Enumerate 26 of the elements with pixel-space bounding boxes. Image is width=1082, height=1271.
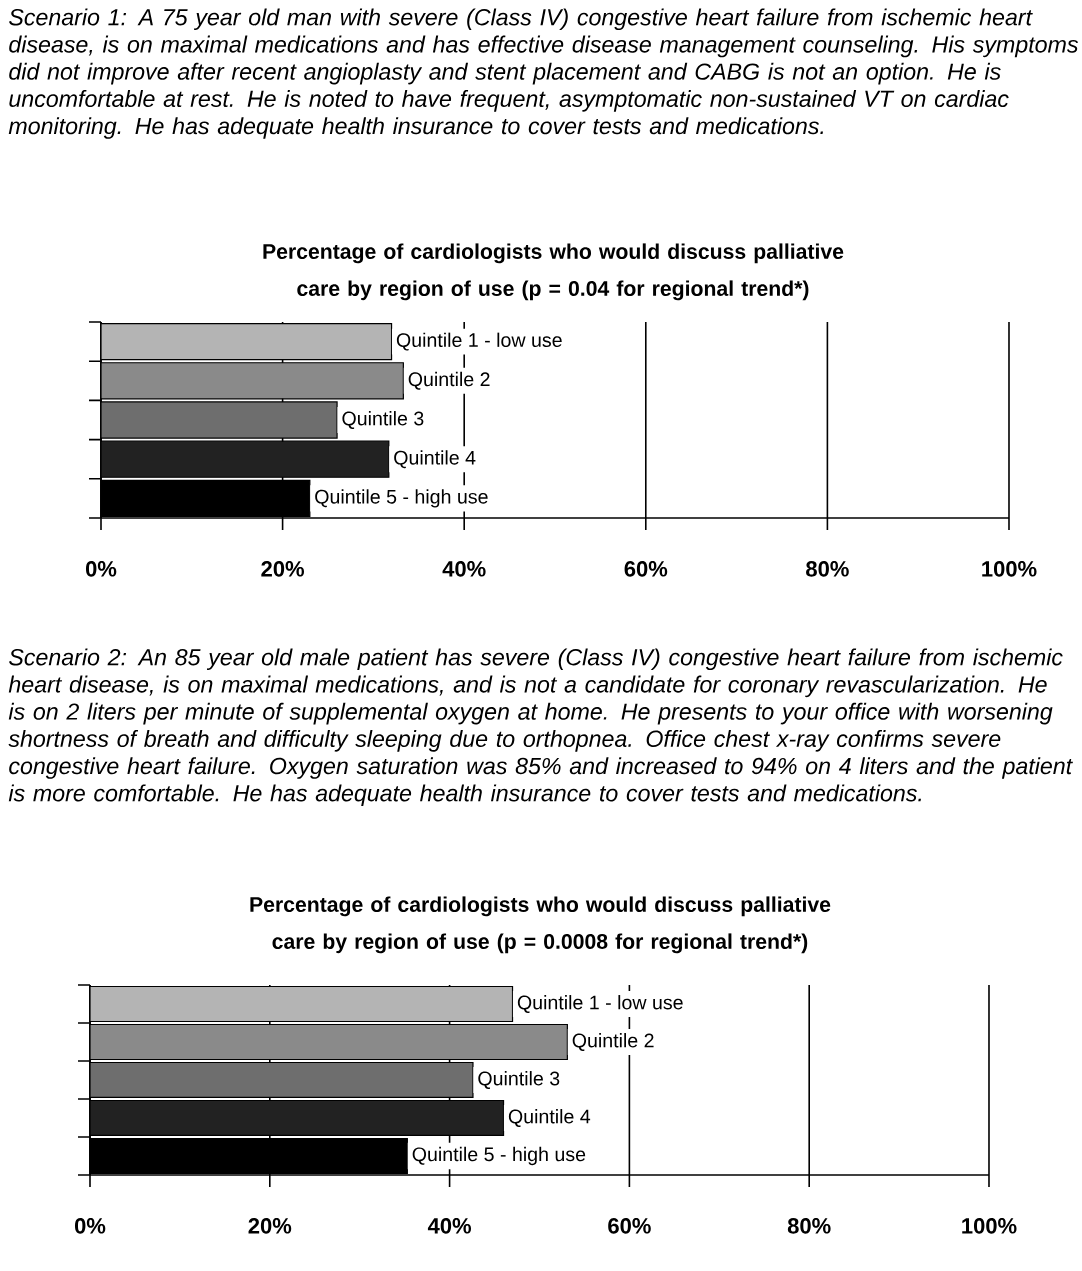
x-tick-label: 100%: [962, 1218, 1017, 1234]
x-tick-label: 80%: [806, 561, 849, 577]
x-tick-label: 40%: [427, 1218, 472, 1234]
x-tick-label: 60%: [624, 561, 668, 577]
y-tick-label: Quintile 4: [508, 1109, 591, 1127]
y-tick-label: Quintile 2: [572, 1033, 654, 1051]
chart-title: Percentage of cardiologists who would discuss palliative care by region of use (p = 0.04 for regional trend*): [263, 243, 844, 301]
y-tick-label: Quintile 2: [408, 371, 490, 390]
x-tick-label: 0%: [74, 1218, 106, 1234]
text: Scenario 2: An 85 year old male patient has severe (Class IV) congestive heart failure from ischemic heart disease, is on maximal medications, and is not a candidate for coronary revascularization. He is on 2 liters per minute of supplemental oxygen at home. He presents to your office with worsening shortness of breath and difficulty sleeping due to orthopnea. Office chest x-ray confirms severe congestive heart failure. Oxygen saturation was 85% and increased to 94% on 4 liters and the patient is more comfortable. He has adequate health insurance to cover tests and medications.: [8, 648, 1073, 807]
y-tick-label: Quintile 3: [342, 411, 424, 429]
text: Scenario 1: A 75 year old man with severe (Class IV) congestive heart failure from ischemic heart disease, is on maximal medications and has effective disease management counseling. His symptoms did not improve after recent angioplasty and stent placement and CABG is not an option. He is uncomfortable at rest. He is noted to have frequent, asymptomatic non-sustained VT on cardiac monitoring. He has adequate health insurance to cover tests and medications.: [8, 8, 1079, 139]
y-tick-label: Quintile 3: [478, 1071, 560, 1089]
y-tick-label: Quintile 5 - high use: [412, 1146, 586, 1166]
x-tick-label: 20%: [248, 1218, 292, 1234]
x-tick-label: 0%: [85, 561, 117, 577]
y-tick-label: Quintile 1 - low use: [517, 995, 683, 1013]
x-tick-label: 60%: [608, 1218, 651, 1234]
x-tick-label: 40%: [442, 561, 486, 577]
x-tick-label: 100%: [982, 561, 1037, 577]
chart-title: Percentage of cardiologists who would discuss palliative care by region of use (p = 0.0008 for regional trend*): [250, 896, 831, 954]
x-tick-label: 80%: [787, 1218, 831, 1234]
y-tick-label: Quintile 1 - low use: [396, 332, 562, 351]
y-tick-label: Quintile 5 - high use: [315, 489, 488, 508]
x-tick-label: 20%: [261, 561, 305, 577]
y-tick-label: Quintile 4: [394, 450, 476, 469]
